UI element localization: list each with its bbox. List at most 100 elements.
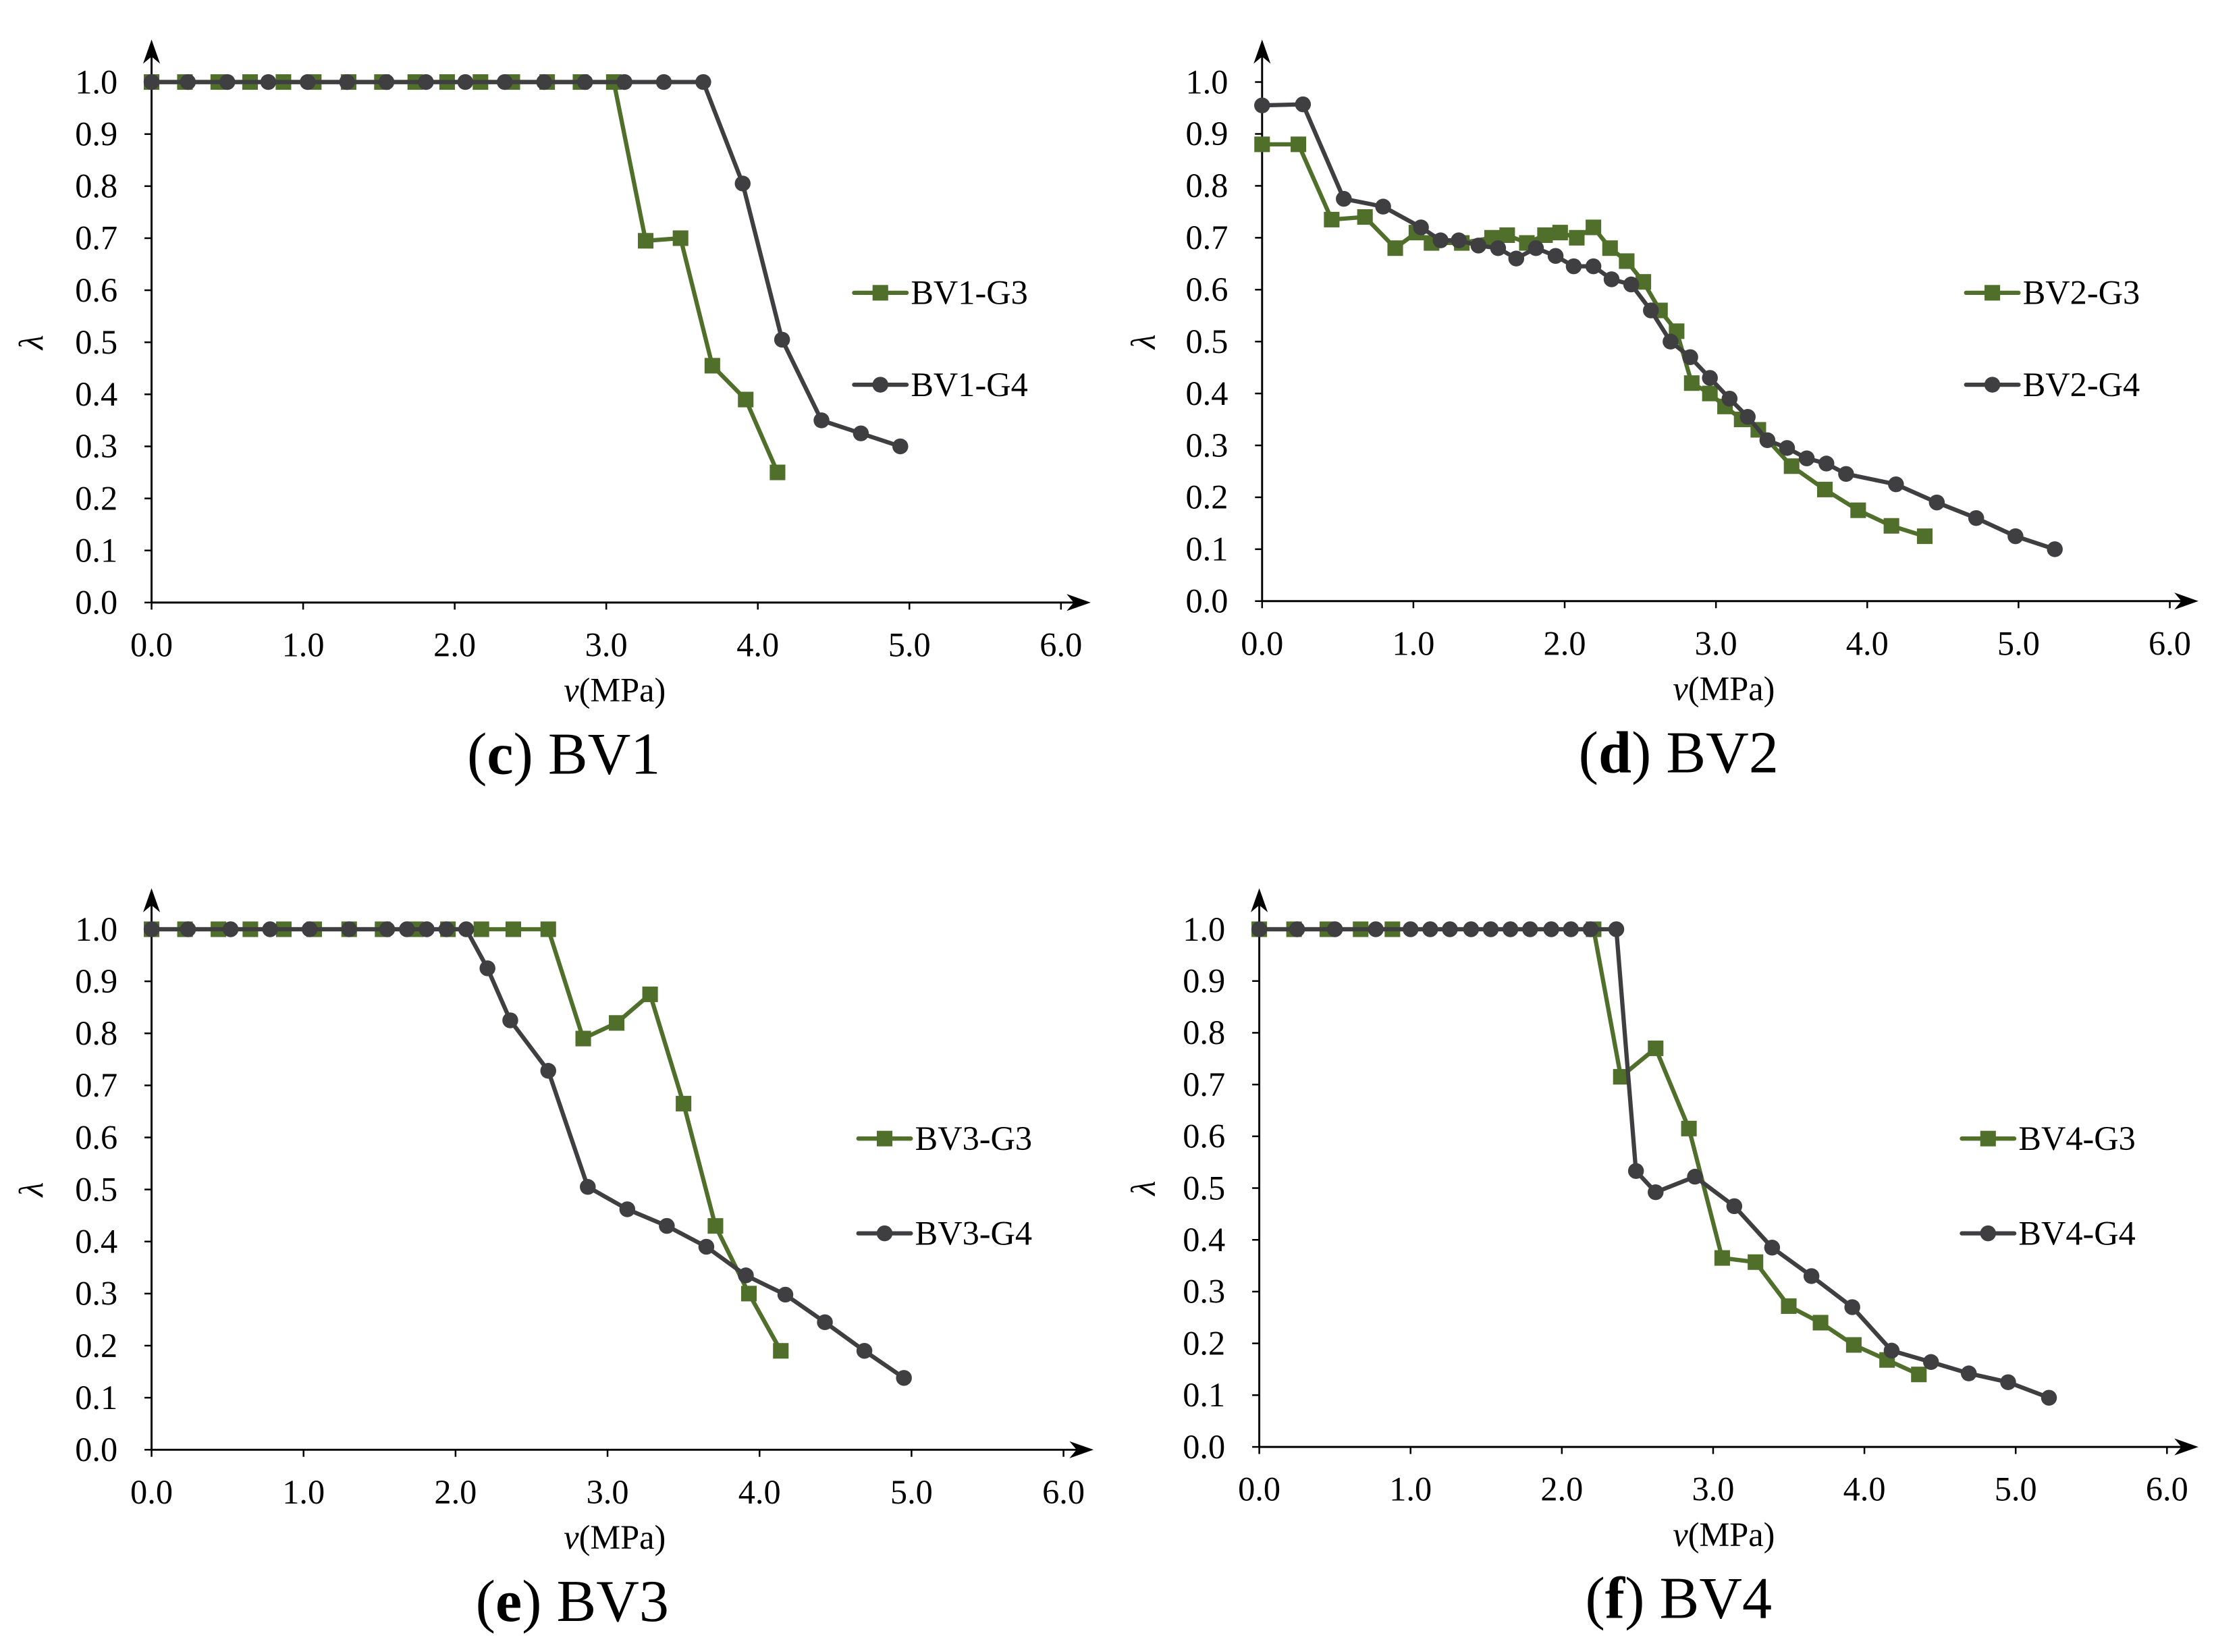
- data-point-bv4-g4: [1402, 921, 1419, 937]
- chart-panel-d: 0.0 1.0 2.0 3.0 4.0 5.0 6.0 0.0 0.1 0.2 0.3 0.4 0.5 0…: [1124, 39, 2198, 786]
- data-point-bv4-g4: [1368, 921, 1384, 937]
- data-point-bv2-g3: [1552, 225, 1568, 241]
- y-tick-label: 0.2: [75, 1327, 117, 1365]
- y-axis-label: λ: [12, 1182, 50, 1199]
- data-point-bv2-g3: [1387, 240, 1403, 256]
- legend-label: BV1-G4: [911, 366, 1027, 404]
- data-point-bv1-g3: [738, 391, 754, 408]
- x-tick-label: 2.0: [1544, 624, 1586, 662]
- y-tick-label: 0.5: [75, 323, 117, 361]
- data-point-bv2-g3: [1916, 528, 1933, 545]
- panel-caption: (e) BV3: [476, 1569, 669, 1634]
- data-point-bv2-g3: [1291, 136, 1307, 153]
- data-point-bv3-g4: [896, 1370, 912, 1386]
- y-tick-label: 0.0: [75, 1431, 117, 1468]
- data-point-bv3-g4: [479, 960, 495, 976]
- chart-panel-e: 0.0 1.0 2.0 3.0 4.0 5.0 6.0 0.0 0.1 0.2 0.3 0.4 0.5 0…: [12, 888, 1094, 1634]
- data-point-bv2-g3: [1254, 136, 1270, 153]
- y-axis-label: λ: [12, 335, 50, 351]
- data-point-bv3-g4: [418, 921, 435, 937]
- data-point-bv3-g4: [341, 921, 358, 937]
- data-point-bv1-g4: [219, 74, 236, 90]
- data-point-bv3-g3: [740, 1286, 757, 1302]
- data-point-bv3-g4: [222, 921, 239, 937]
- data-point-bv1-g4: [180, 74, 196, 90]
- legend-label: BV2-G3: [2023, 274, 2140, 312]
- data-point-bv2-g4: [1928, 494, 1945, 511]
- data-point-bv4-g4: [1803, 1268, 1820, 1284]
- caption-letter: f: [1605, 1566, 1626, 1632]
- y-tick-label: 0.4: [1183, 1221, 1225, 1259]
- caption-letter: e: [495, 1569, 522, 1634]
- data-point-bv1-g4: [616, 74, 632, 90]
- data-point-bv4-g4: [1582, 921, 1599, 937]
- legend-item: BV1-G4: [852, 366, 1028, 404]
- data-point-bv3-g3: [642, 986, 658, 1002]
- data-point-bv3-g3: [473, 921, 489, 937]
- x-tick-label: 5.0: [1995, 1470, 2037, 1508]
- series-line-bv4-g3: [1257, 927, 1921, 1377]
- y-tick-label: 0.6: [75, 271, 117, 309]
- data-point-bv3-g4: [540, 1063, 556, 1079]
- data-point-bv2-g4: [1547, 248, 1564, 264]
- data-point-bv2-g4: [1336, 190, 1352, 207]
- data-point-bv4-g4: [1726, 1198, 1743, 1215]
- x-axis-label: v(MPa): [564, 671, 666, 709]
- data-point-bv3-g4: [399, 921, 415, 937]
- data-point-bv3-g3: [707, 1218, 724, 1234]
- y-tick-label: 0.5: [75, 1170, 117, 1208]
- data-point-bv2-g4: [1413, 219, 1429, 236]
- x-tick-label: 4.0: [736, 626, 779, 664]
- y-tick-label: 0.6: [1183, 1118, 1225, 1155]
- data-point-bv2-g4: [1682, 349, 1698, 365]
- y-tick-label: 0.6: [75, 1118, 117, 1156]
- legend-marker-circle: [1980, 1225, 1997, 1242]
- y-tick-label: 0.0: [75, 584, 117, 622]
- y-axis-arrow-icon: [142, 888, 161, 912]
- x-tick-label: 1.0: [1389, 1470, 1432, 1508]
- x-axis-label-symbol: v: [564, 671, 579, 709]
- data-point-bv2-g4: [1623, 276, 1640, 293]
- data-point-bv2-g3: [1569, 229, 1585, 246]
- data-point-bv3-g4: [777, 1286, 794, 1303]
- data-point-bv4-g3: [1748, 1254, 1764, 1270]
- data-point-bv3-g4: [262, 921, 278, 937]
- data-point-bv4-g4: [1522, 921, 1538, 937]
- legend-item: BV2-G4: [1964, 366, 2140, 404]
- data-point-bv4-g3: [1781, 1298, 1797, 1314]
- caption-suffix: ) BV1: [514, 722, 661, 788]
- x-tick-label: 0.0: [130, 1473, 173, 1511]
- x-axis-label-symbol: v: [1673, 1516, 1688, 1553]
- data-point-bv3-g3: [676, 1095, 692, 1111]
- data-point-bv4-g3: [1681, 1120, 1697, 1136]
- y-tick-label: 0.0: [1185, 582, 1228, 620]
- data-point-bv3-g4: [580, 1179, 596, 1195]
- data-point-bv2-g3: [1602, 240, 1618, 256]
- y-tick-label: 0.3: [75, 1275, 117, 1313]
- x-tick-label: 4.0: [1843, 1470, 1886, 1508]
- data-point-bv3-g4: [856, 1343, 873, 1359]
- data-point-bv1-g3: [770, 464, 786, 480]
- data-point-bv2-g4: [1470, 238, 1487, 254]
- x-axis-label-unit: (MPa): [579, 1518, 666, 1556]
- data-point-bv1-g4: [536, 74, 552, 90]
- series-line-bv1-g3: [149, 80, 780, 475]
- data-point-bv4-g3: [1812, 1315, 1829, 1331]
- series-line-bv3-g4: [149, 927, 907, 1381]
- x-tick-label: 3.0: [587, 1473, 629, 1511]
- x-axis-arrow-icon: [2174, 593, 2198, 610]
- x-tick-label: 6.0: [1040, 626, 1082, 664]
- x-tick-label: 0.0: [130, 626, 173, 664]
- data-point-bv2-g4: [1565, 258, 1582, 275]
- data-point-bv1-g3: [672, 230, 688, 246]
- data-point-bv2-g4: [1254, 97, 1270, 113]
- y-tick-label: 0.8: [75, 1014, 117, 1052]
- y-tick-label: 0.3: [75, 427, 117, 465]
- data-point-bv1-g4: [576, 74, 593, 90]
- data-point-bv2-g4: [1295, 96, 1312, 113]
- x-axis-arrow-icon: [1066, 594, 1091, 611]
- x-tick-label: 2.0: [433, 626, 476, 664]
- data-point-bv4-g3: [1648, 1040, 1664, 1056]
- data-point-bv2-g4: [1888, 476, 1904, 493]
